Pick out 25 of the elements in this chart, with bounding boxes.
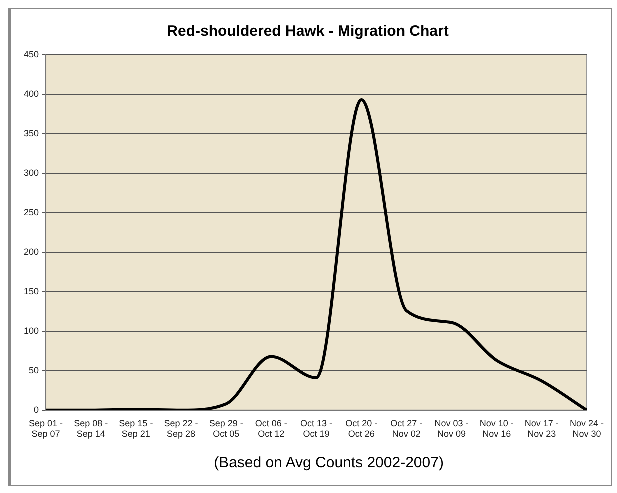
y-tick-label: 150 [24,286,40,296]
y-tick-label: 400 [24,88,40,99]
y-tick-label: 200 [24,246,40,257]
x-tick-label: Oct 20 - Oct 26 [346,418,378,440]
chart-title: Red-shouldered Hawk - Migration Chart [167,23,449,40]
y-tick-label: 250 [24,207,40,218]
x-tick-label: Nov 10 - Nov 16 [480,418,514,440]
x-tick-label: Sep 22 - Sep 28 [164,418,198,440]
x-tick-label: Sep 08 - Sep 14 [74,418,108,440]
y-tick-label: 300 [24,168,40,178]
x-tick-label: Nov 03 - Nov 09 [434,418,469,440]
x-tick-label: Sep 01 - Sep 07 [29,418,64,440]
y-tick-label: 100 [24,326,40,336]
x-tick-label: Sep 29 - Oct 05 [209,418,244,440]
x-tick-label: Nov 17 - Nov 23 [524,418,559,440]
y-tick-label: 450 [24,49,40,60]
y-tick-label: 0 [34,404,40,415]
y-tick-label: 50 [29,365,40,376]
x-tick-label: Oct 27 - Nov 02 [390,418,423,440]
x-tick-label: Sep 15 - Sep 21 [119,418,154,440]
x-tick-label: Oct 06 - Oct 12 [255,418,288,440]
y-tick-label: 350 [24,128,40,138]
x-tick-label: Oct 13 - Oct 19 [300,418,333,440]
text: (Based on Avg Counts 2002-2007) [214,454,444,472]
x-tick-label: Nov 24 - Nov 30 [570,418,604,440]
